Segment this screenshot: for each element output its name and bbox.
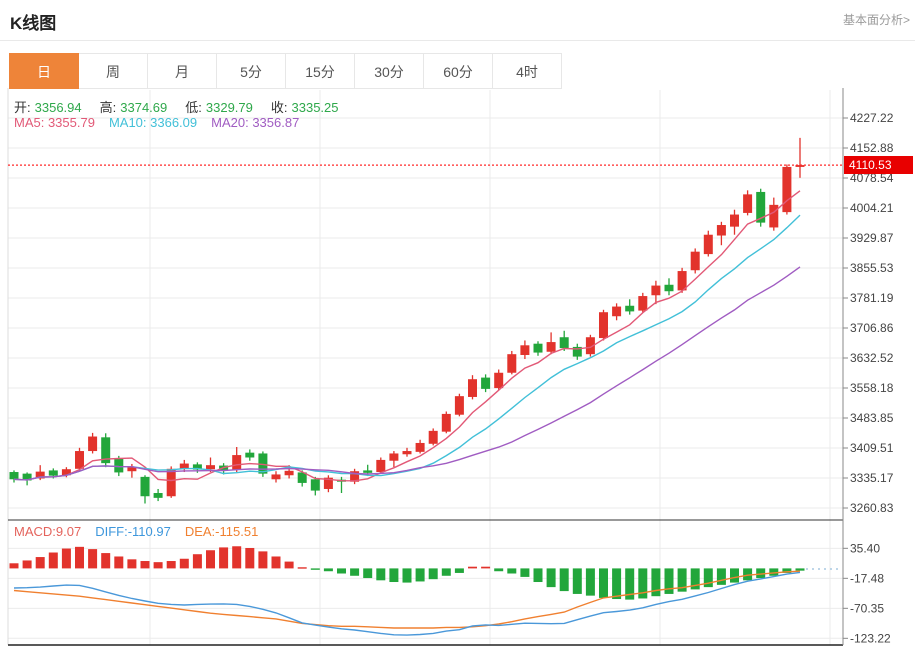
tab-15分[interactable]: 15分 [285, 53, 355, 89]
macd-legend: MACD:9.07 DIFF:-110.97 DEA:-115.51 [14, 524, 272, 539]
last-price-badge: 4110.53 [844, 156, 913, 174]
svg-text:3781.19: 3781.19 [850, 291, 894, 305]
tab-60分[interactable]: 60分 [423, 53, 493, 89]
svg-text:3409.51: 3409.51 [850, 441, 894, 455]
legend-ma20: MA20: 3356.87 [211, 115, 300, 130]
legend-diff: DIFF:-110.97 [95, 524, 171, 539]
interval-tab-bar: 日周月 5分 15分 30分 60分 4时 [9, 53, 562, 89]
ohlc-legend: 开: 3356.94 高: 3374.69 低: 3329.79 收: 3335.25 [14, 97, 357, 116]
svg-text:-123.22: -123.22 [850, 632, 891, 646]
legend-close: 收: 3335.25 [270, 100, 339, 115]
svg-text:3260.83: 3260.83 [850, 501, 894, 515]
legend-open: 开: 3356.94 [14, 100, 82, 115]
svg-text:35.40: 35.40 [850, 542, 880, 556]
legend-dea: DEA:-115.51 [184, 524, 259, 539]
tab-30分[interactable]: 30分 [354, 53, 424, 89]
fundamental-analysis-link[interactable]: 基本面分析> [842, 13, 910, 27]
tab-月[interactable]: 月 [147, 53, 217, 89]
svg-text:3483.85: 3483.85 [850, 411, 894, 425]
legend-ma10: MA10: 3366.09 [108, 115, 198, 130]
legend-high: 高: 3374.69 [99, 100, 168, 115]
svg-text:3335.17: 3335.17 [850, 471, 894, 485]
ma-legend: MA5: 3355.79 MA10: 3366.09 MA20: 3356.87 [14, 115, 313, 130]
svg-text:3632.52: 3632.52 [850, 351, 894, 365]
page-title: K线图 [10, 14, 57, 33]
svg-text:-70.35: -70.35 [850, 602, 884, 616]
svg-text:4152.88: 4152.88 [850, 141, 894, 155]
legend-macd: MACD:9.07 [14, 524, 82, 539]
svg-text:4004.21: 4004.21 [850, 201, 894, 215]
svg-text:3706.86: 3706.86 [850, 321, 894, 335]
legend-low: 低: 3329.79 [185, 100, 253, 115]
header: K线图 基本面分析> [0, 0, 915, 41]
tab-5分[interactable]: 5分 [216, 53, 286, 89]
svg-text:3558.18: 3558.18 [850, 381, 894, 395]
legend-ma5: MA5: 3355.79 [14, 115, 95, 130]
svg-text:3929.87: 3929.87 [850, 231, 894, 245]
svg-text:4227.22: 4227.22 [850, 111, 894, 125]
tab-4时[interactable]: 4时 [492, 53, 562, 89]
svg-text:-17.48: -17.48 [850, 572, 884, 586]
svg-text:3855.53: 3855.53 [850, 261, 894, 275]
svg-text:4078.54: 4078.54 [850, 171, 894, 185]
tab-日[interactable]: 日 [9, 53, 79, 89]
